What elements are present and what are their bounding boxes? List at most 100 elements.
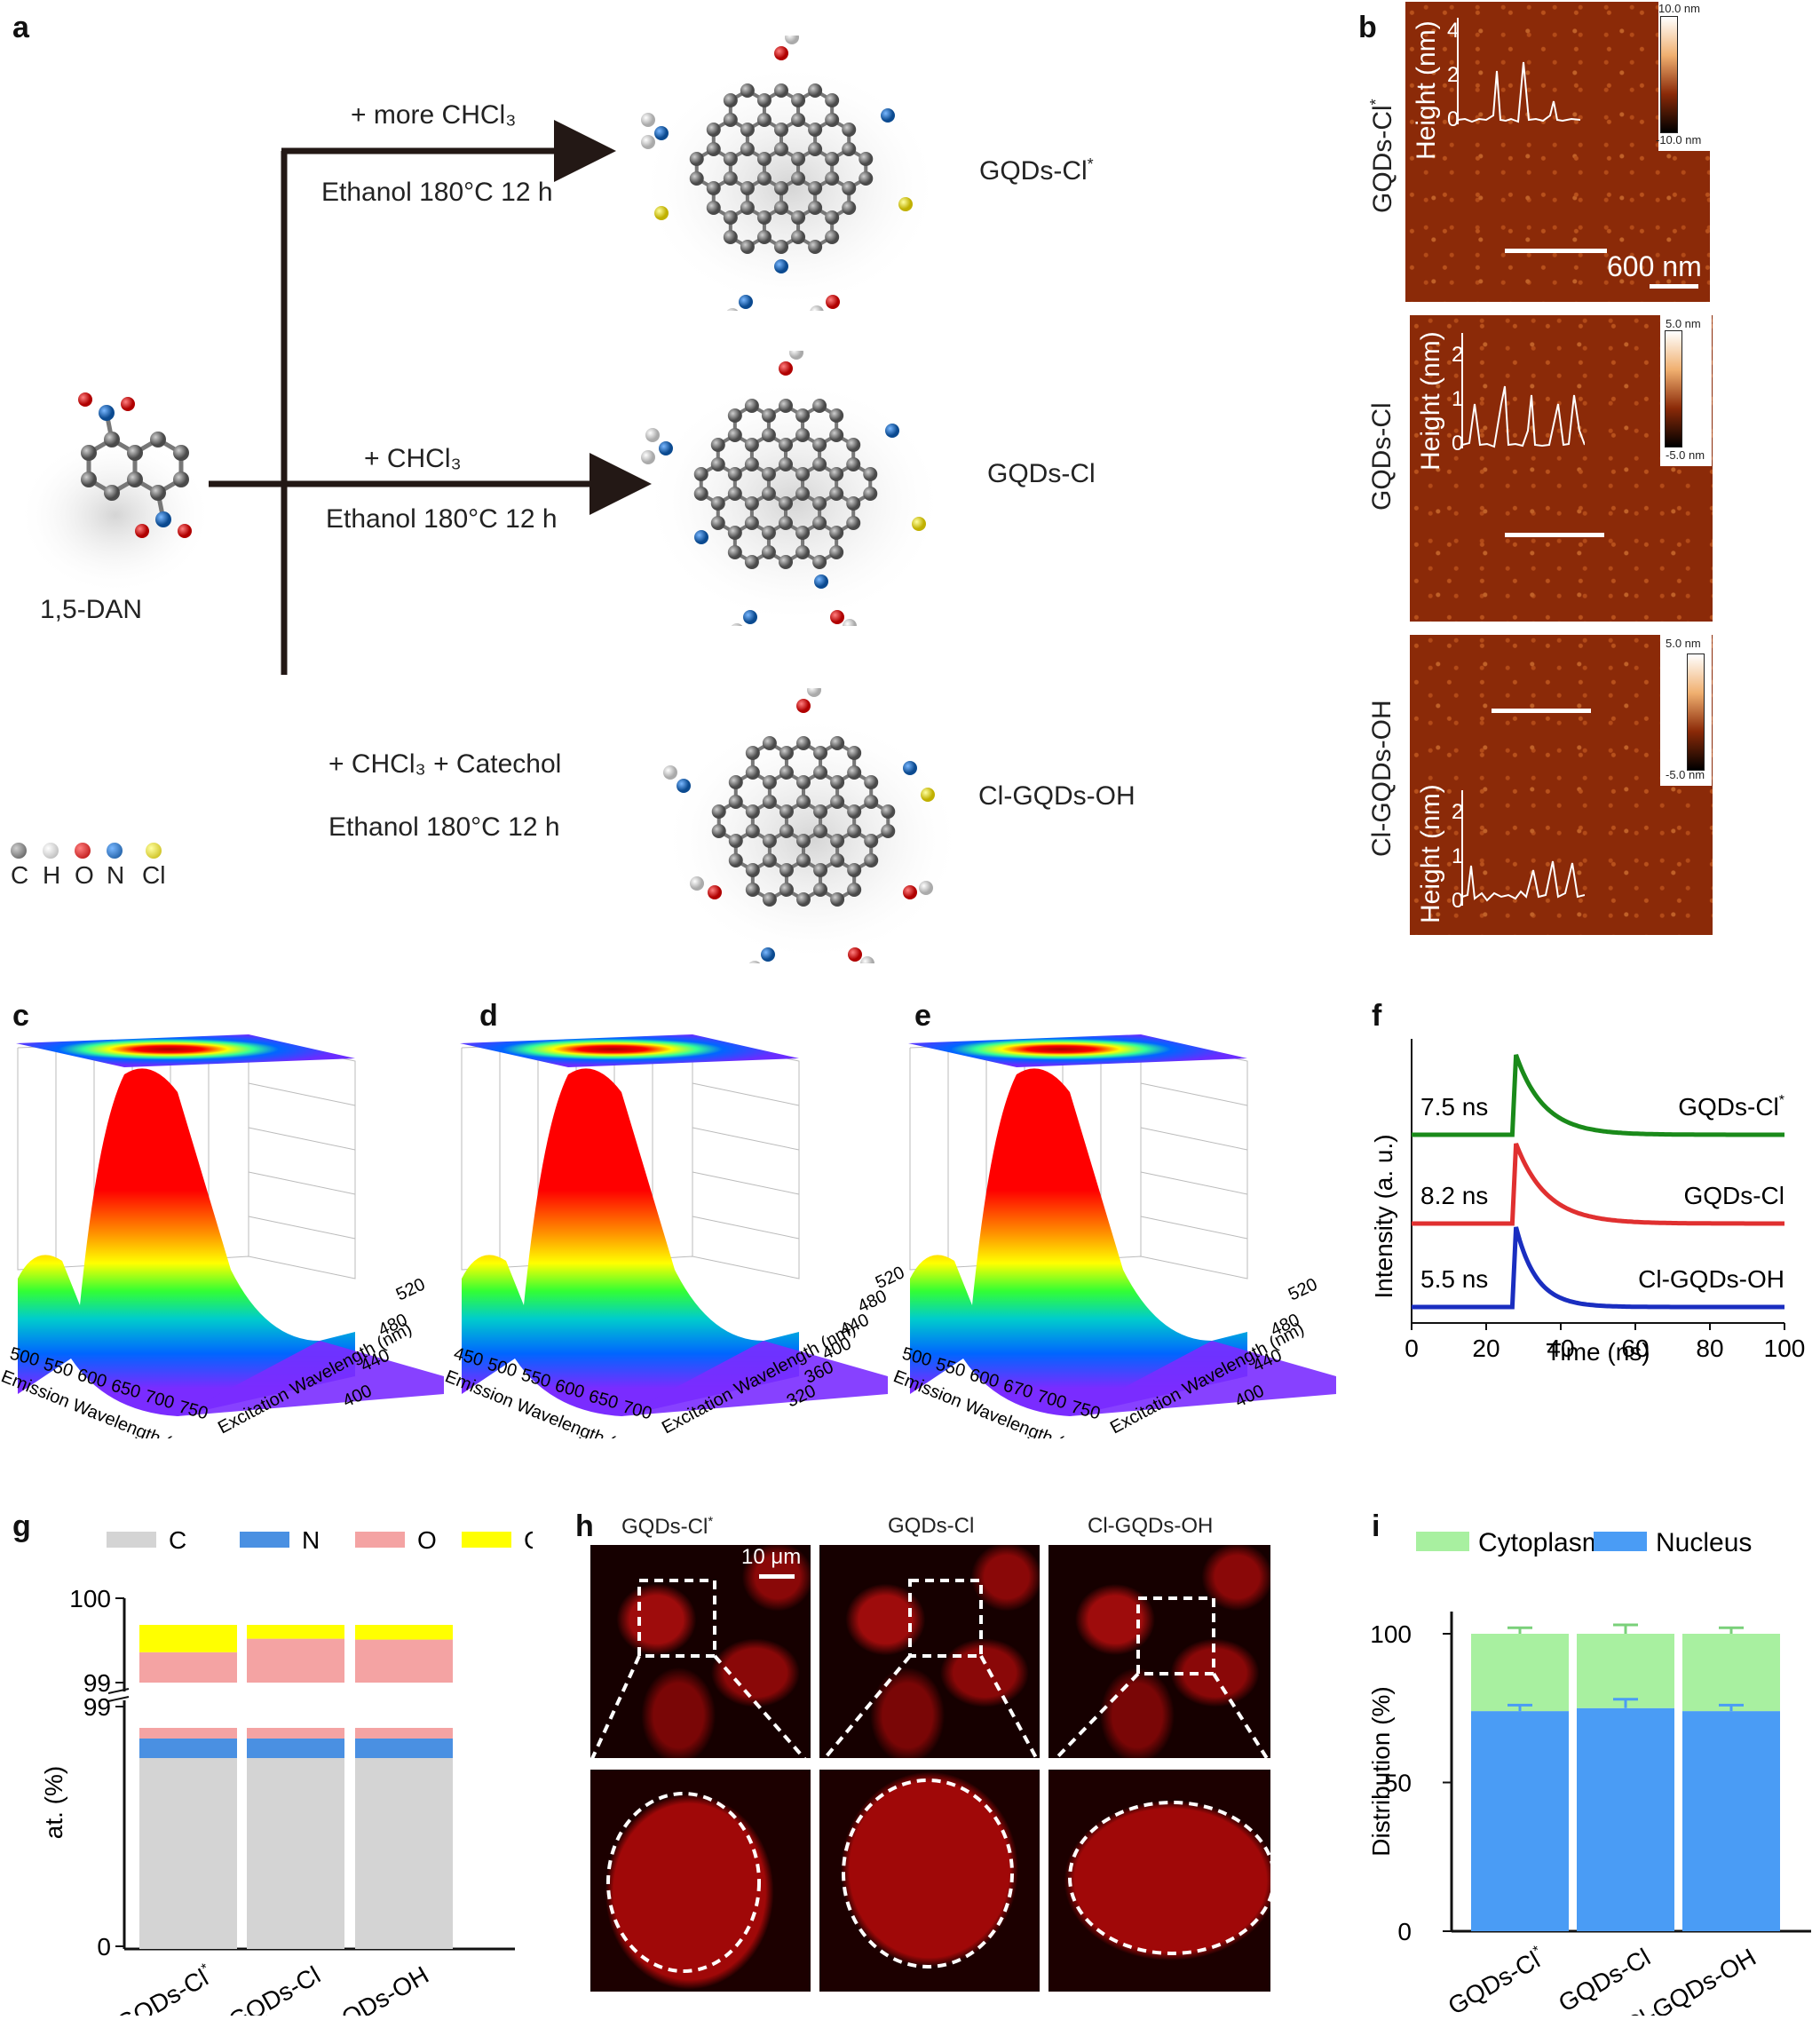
legend-label: O bbox=[417, 1526, 437, 1554]
carbon-atom bbox=[796, 892, 811, 907]
legend-label: C bbox=[169, 1526, 186, 1554]
carbon-atom bbox=[812, 438, 827, 452]
panel-label-h: h bbox=[575, 1509, 594, 1543]
carbon-atom bbox=[706, 201, 721, 215]
carbon-atom bbox=[864, 775, 879, 789]
series-label: GQDs-Cl bbox=[1683, 1182, 1784, 1209]
afm-sample-label-2: GQDs-Cl bbox=[1367, 402, 1397, 511]
axis-break-mark bbox=[107, 1688, 130, 1694]
carbon-atom bbox=[723, 93, 738, 107]
afm-scalebar-label: 600 nm bbox=[1607, 250, 1702, 282]
grid-line bbox=[1140, 1216, 1248, 1240]
carbon-atom bbox=[762, 736, 777, 750]
carbon-atom bbox=[813, 824, 828, 838]
panel-label-i: i bbox=[1372, 1509, 1381, 1543]
carbon-atom bbox=[863, 467, 878, 481]
svg-text:0: 0 bbox=[1452, 889, 1463, 913]
confocal-zoom-2 bbox=[819, 1770, 1040, 1992]
nucleus-outline-3 bbox=[1068, 1801, 1276, 1955]
legend-n: N bbox=[107, 861, 125, 889]
y-tick-label: 99 bbox=[83, 1693, 111, 1721]
roi-box-3 bbox=[1136, 1596, 1215, 1675]
carbon-atom bbox=[774, 123, 788, 137]
carbon-atom bbox=[808, 83, 823, 98]
afm-ylabel-1: Height (nm) bbox=[1412, 20, 1441, 160]
carbon-atom bbox=[829, 526, 844, 540]
svg-text:1: 1 bbox=[1452, 387, 1463, 411]
y-tick-label: 0 bbox=[1397, 1918, 1412, 1945]
axis-break bbox=[107, 1691, 142, 1700]
pl-surface bbox=[18, 1068, 355, 1416]
hydrogen-atom-icon bbox=[43, 843, 59, 859]
carbon-atom bbox=[710, 457, 725, 471]
carbon-atom bbox=[727, 526, 742, 540]
afm-colorbar-2 bbox=[1665, 330, 1682, 448]
carbon-atom bbox=[761, 545, 776, 559]
legend-swatch-c bbox=[107, 1532, 156, 1548]
svg-text:1: 1 bbox=[1452, 844, 1463, 868]
n-atom bbox=[743, 610, 757, 624]
carbon-atom bbox=[791, 152, 806, 166]
carbon-atom bbox=[847, 765, 862, 780]
carbon-atom bbox=[825, 171, 840, 186]
bar-c bbox=[139, 1758, 237, 1949]
atom-legend: C H O N Cl bbox=[9, 839, 186, 892]
carbon-atom bbox=[723, 210, 738, 225]
confocal-title-3: Cl-GQDs-OH bbox=[1088, 1514, 1214, 1538]
carbon-atom bbox=[744, 555, 759, 569]
legend-c: C bbox=[11, 861, 29, 889]
x-tick-label: 40 bbox=[1547, 1335, 1574, 1362]
afm-scale-max-1: 10.0 nm bbox=[1658, 2, 1700, 15]
bar-cytoplasm bbox=[1471, 1634, 1569, 1712]
confocal-scalebar-label: 10 μm bbox=[741, 1545, 802, 1569]
legend-swatch-cl bbox=[462, 1532, 511, 1548]
carbon-atom bbox=[779, 863, 794, 877]
bar-nucleus bbox=[1471, 1711, 1569, 1931]
afm-colorbar-3 bbox=[1687, 654, 1705, 771]
bar-o-lower bbox=[355, 1728, 453, 1739]
bar-o-upper bbox=[355, 1639, 453, 1683]
confocal-overview-1 bbox=[590, 1545, 811, 1758]
carbon-atom bbox=[829, 408, 844, 423]
carbon-atom bbox=[808, 142, 823, 156]
carbon-atom bbox=[756, 210, 772, 225]
carbon-atom bbox=[795, 408, 811, 423]
svg-text:0: 0 bbox=[1452, 432, 1463, 455]
o-atom bbox=[848, 947, 862, 962]
gqd-cl-star-molecule bbox=[639, 36, 932, 311]
carbon-atom bbox=[791, 171, 806, 186]
route2-reagent: + CHCl₃ bbox=[364, 444, 462, 473]
panel-label-g: g bbox=[12, 1509, 31, 1543]
n-atom bbox=[761, 947, 775, 962]
carbon-atom bbox=[795, 487, 811, 501]
carbon-atom bbox=[846, 457, 861, 471]
carbon-atom bbox=[813, 765, 828, 780]
carbon-atom bbox=[846, 438, 861, 452]
x-tick-label: 20 bbox=[1472, 1335, 1500, 1362]
cl-atom bbox=[898, 197, 913, 211]
carbon-atom bbox=[761, 467, 776, 481]
carbon-atom bbox=[808, 201, 823, 215]
composition-bar-chart: CNOCl10099990at. (%)GQDs-Cl*GQDs-ClCl-GQ… bbox=[40, 1526, 533, 2016]
carbon-atom bbox=[830, 853, 845, 867]
confocal-zoom-1 bbox=[590, 1770, 811, 1992]
x-tick-label: 60 bbox=[1621, 1335, 1649, 1362]
carbon-atom bbox=[847, 863, 862, 877]
n-atom bbox=[774, 259, 788, 273]
x-tick-label: 0 bbox=[1405, 1335, 1419, 1362]
bar-cl bbox=[247, 1625, 344, 1639]
carbon-atom bbox=[791, 210, 806, 225]
category-label: GQDs-Cl* bbox=[112, 1961, 218, 2016]
carbon-atom bbox=[829, 467, 844, 481]
carbon-atom bbox=[745, 746, 760, 760]
carbon-atom bbox=[829, 487, 844, 501]
carbon-atom bbox=[779, 399, 793, 413]
carbon-atom bbox=[728, 853, 743, 867]
panel-label-e: e bbox=[914, 999, 931, 1033]
carbon-atom bbox=[744, 516, 759, 530]
lifetime-label: 8.2 ns bbox=[1420, 1182, 1488, 1209]
carbon-atom bbox=[756, 171, 772, 186]
legend-swatch-cytoplasm bbox=[1416, 1532, 1469, 1551]
carbon-atom bbox=[842, 142, 857, 156]
